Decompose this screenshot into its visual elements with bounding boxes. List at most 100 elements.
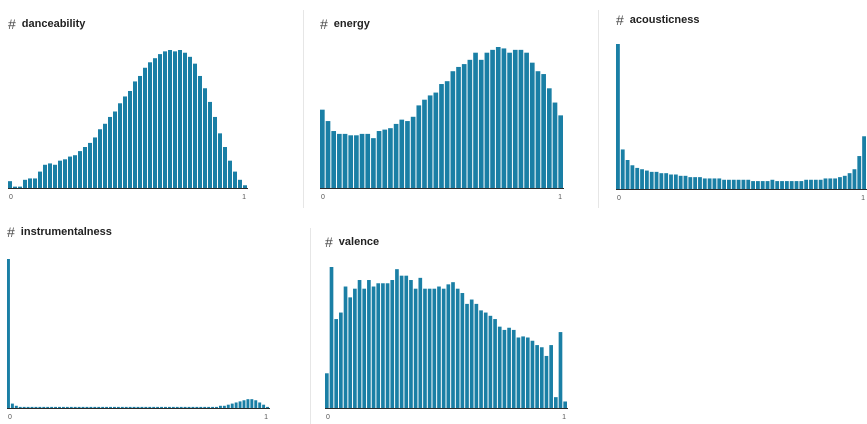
histogram-bar[interactable] <box>73 406 77 408</box>
histogram-bar[interactable] <box>97 406 101 408</box>
histogram-bar[interactable] <box>530 340 535 408</box>
histogram-bar[interactable] <box>456 66 461 188</box>
histogram-bar[interactable] <box>469 299 474 408</box>
histogram-bar[interactable] <box>144 406 148 408</box>
histogram-bar[interactable] <box>862 136 866 189</box>
histogram-bar[interactable] <box>544 355 549 408</box>
histogram-bar[interactable] <box>432 288 437 408</box>
histogram-bar[interactable] <box>128 406 132 408</box>
column-name[interactable]: acousticness <box>629 14 700 26</box>
histogram-bar[interactable] <box>460 293 465 408</box>
histogram-bar[interactable] <box>353 288 357 408</box>
histogram-bar[interactable] <box>168 50 172 188</box>
histogram-bar[interactable] <box>28 178 32 188</box>
histogram-bar[interactable] <box>178 50 182 188</box>
histogram-bar[interactable] <box>83 147 87 188</box>
histogram-bar[interactable] <box>242 400 246 408</box>
histogram-bar[interactable] <box>218 133 222 188</box>
histogram-bar[interactable] <box>813 179 818 189</box>
histogram-bar[interactable] <box>73 155 77 188</box>
histogram-bar[interactable] <box>223 147 227 188</box>
histogram-bar[interactable] <box>173 51 177 189</box>
histogram-bar[interactable] <box>702 178 707 189</box>
histogram-bar[interactable] <box>563 401 567 408</box>
histogram-bar[interactable] <box>132 406 136 408</box>
histogram-bar[interactable] <box>410 116 416 188</box>
histogram-bar[interactable] <box>158 54 162 188</box>
histogram-bar[interactable] <box>518 49 524 188</box>
histogram-bar[interactable] <box>381 283 385 408</box>
histogram-bar[interactable] <box>450 71 456 188</box>
histogram-bar[interactable] <box>105 406 109 408</box>
histogram-bar[interactable] <box>183 52 187 189</box>
histogram-bar[interactable] <box>444 81 450 188</box>
histogram-bar[interactable] <box>439 84 444 188</box>
histogram-bar[interactable] <box>108 116 112 188</box>
histogram-bar[interactable] <box>98 129 102 188</box>
column-name[interactable]: instrumentalness <box>20 226 112 238</box>
histogram-bar[interactable] <box>493 319 497 408</box>
histogram-bar[interactable] <box>712 178 717 189</box>
histogram-bar[interactable] <box>467 59 473 188</box>
histogram-bar[interactable] <box>123 96 127 188</box>
histogram-bar[interactable] <box>507 327 511 408</box>
histogram-bar[interactable] <box>187 406 191 408</box>
histogram-bar[interactable] <box>148 62 152 188</box>
histogram-bar[interactable] <box>26 406 30 408</box>
histogram-bar[interactable] <box>422 99 427 188</box>
histogram-bar[interactable] <box>30 406 34 408</box>
histogram-bar[interactable] <box>371 138 376 188</box>
histogram-bar[interactable] <box>211 406 215 408</box>
histogram-bar[interactable] <box>246 399 250 408</box>
histogram-bar[interactable] <box>707 178 712 189</box>
histogram-bar[interactable] <box>833 178 838 189</box>
histogram-bar[interactable] <box>171 406 175 408</box>
histogram-bar[interactable] <box>258 402 262 408</box>
histogram-bar[interactable] <box>616 44 620 189</box>
histogram-bar[interactable] <box>483 312 488 408</box>
histogram-bar[interactable] <box>128 90 132 188</box>
histogram-bar[interactable] <box>112 406 116 408</box>
histogram-bar[interactable] <box>751 181 755 189</box>
histogram-bar[interactable] <box>193 63 197 188</box>
histogram-bar[interactable] <box>329 267 334 408</box>
histogram-bar[interactable] <box>38 406 42 408</box>
histogram-bar[interactable] <box>42 406 46 408</box>
histogram-bar[interactable] <box>693 177 698 189</box>
histogram-bar[interactable] <box>640 169 644 189</box>
histogram-bar[interactable] <box>188 56 192 188</box>
histogram-bar[interactable] <box>838 177 842 189</box>
column-name[interactable]: valence <box>338 236 380 248</box>
histogram-bar[interactable] <box>183 406 187 408</box>
histogram-bar[interactable] <box>461 64 467 188</box>
histogram-bar[interactable] <box>337 133 342 188</box>
histogram-bar[interactable] <box>649 171 654 189</box>
histogram-bar[interactable] <box>8 181 12 188</box>
histogram-bar[interactable] <box>362 288 367 408</box>
histogram-bar[interactable] <box>451 282 455 408</box>
histogram-bar[interactable] <box>635 167 640 189</box>
histogram-bar[interactable] <box>789 181 794 189</box>
histogram-bar[interactable] <box>334 319 339 408</box>
histogram-bar[interactable] <box>683 175 688 189</box>
histogram-bar[interactable] <box>325 373 329 408</box>
histogram-bar[interactable] <box>433 92 439 188</box>
histogram-bar[interactable] <box>113 111 117 188</box>
histogram-bar[interactable] <box>842 175 847 189</box>
histogram-bar[interactable] <box>33 178 37 188</box>
histogram-bar[interactable] <box>143 67 147 188</box>
histogram-bar[interactable] <box>266 406 269 408</box>
histogram-bar[interactable] <box>823 178 828 189</box>
histogram-bar[interactable] <box>191 406 195 408</box>
histogram-bar[interactable] <box>770 179 775 189</box>
histogram-bar[interactable] <box>546 88 552 188</box>
histogram-bar[interactable] <box>474 303 479 408</box>
histogram-bar[interactable] <box>254 400 258 408</box>
histogram-bar[interactable] <box>175 406 179 408</box>
histogram-bar[interactable] <box>23 179 27 188</box>
histogram-bar[interactable] <box>495 47 501 188</box>
histogram-bar[interactable] <box>416 105 422 188</box>
histogram-bar[interactable] <box>342 133 348 188</box>
histogram-bar[interactable] <box>847 173 852 189</box>
histogram-bar[interactable] <box>794 181 799 189</box>
